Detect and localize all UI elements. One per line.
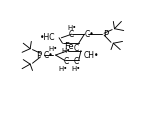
Text: C•: C• [84, 30, 94, 39]
Text: P: P [103, 30, 108, 39]
Text: Fe: Fe [65, 42, 74, 51]
Text: C: C [63, 57, 69, 66]
Text: •HC: •HC [40, 33, 56, 42]
Text: H•: H• [49, 46, 58, 52]
Text: H•: H• [67, 25, 76, 31]
Text: H•: H• [58, 66, 67, 72]
Text: C: C [69, 30, 74, 39]
Text: P: P [37, 51, 42, 60]
Text: H•: H• [72, 66, 81, 72]
Text: H•: H• [61, 48, 71, 53]
Text: CH•: CH• [83, 51, 99, 60]
Text: C•: C• [44, 51, 53, 60]
Text: C: C [74, 57, 79, 66]
Text: C: C [74, 44, 79, 53]
